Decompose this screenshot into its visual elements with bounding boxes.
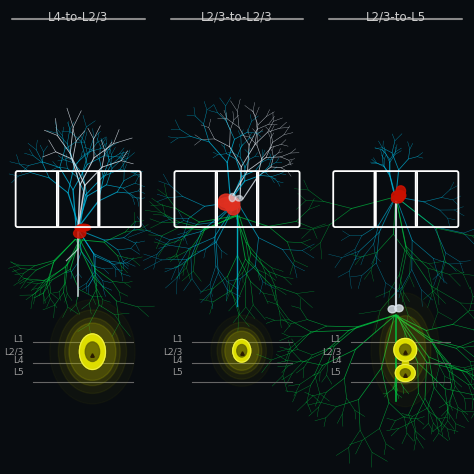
Text: L5: L5	[13, 368, 24, 376]
Ellipse shape	[225, 197, 240, 210]
Text: L5: L5	[172, 368, 182, 376]
Ellipse shape	[388, 306, 397, 313]
Ellipse shape	[217, 322, 266, 379]
Ellipse shape	[233, 339, 251, 362]
Text: L2/3-to-L5: L2/3-to-L5	[366, 10, 426, 23]
Ellipse shape	[400, 344, 411, 356]
Ellipse shape	[218, 198, 234, 210]
Ellipse shape	[77, 224, 91, 231]
Text: L4: L4	[172, 356, 182, 365]
Ellipse shape	[227, 201, 240, 215]
Ellipse shape	[73, 228, 86, 238]
Ellipse shape	[75, 225, 89, 231]
Ellipse shape	[222, 328, 262, 374]
Ellipse shape	[395, 365, 415, 382]
Ellipse shape	[400, 369, 410, 377]
Ellipse shape	[69, 323, 116, 380]
Text: L2/3: L2/3	[163, 347, 182, 356]
Ellipse shape	[385, 316, 426, 384]
Ellipse shape	[380, 307, 431, 392]
Text: L5: L5	[330, 368, 341, 376]
Polygon shape	[402, 361, 408, 365]
Ellipse shape	[395, 305, 403, 312]
Ellipse shape	[224, 196, 237, 211]
Ellipse shape	[219, 194, 234, 208]
Text: L1: L1	[13, 336, 24, 344]
Ellipse shape	[58, 310, 127, 393]
Text: L4-to-L2/3: L4-to-L2/3	[48, 10, 109, 23]
Text: L1: L1	[172, 336, 182, 344]
Ellipse shape	[394, 338, 417, 361]
Ellipse shape	[392, 191, 405, 201]
Ellipse shape	[392, 195, 403, 203]
Text: L4: L4	[331, 356, 341, 365]
Ellipse shape	[396, 186, 406, 196]
Ellipse shape	[237, 345, 246, 357]
Ellipse shape	[64, 318, 120, 386]
Text: L2/3: L2/3	[4, 347, 24, 356]
Ellipse shape	[236, 196, 243, 201]
Text: L4: L4	[13, 356, 24, 365]
Ellipse shape	[395, 191, 406, 201]
Text: L1: L1	[330, 336, 341, 344]
Ellipse shape	[85, 342, 100, 362]
Ellipse shape	[229, 193, 236, 201]
Ellipse shape	[80, 334, 105, 370]
Ellipse shape	[225, 331, 259, 370]
Text: L2/3: L2/3	[322, 347, 341, 356]
Text: L2/3-to-L2/3: L2/3-to-L2/3	[201, 10, 273, 23]
